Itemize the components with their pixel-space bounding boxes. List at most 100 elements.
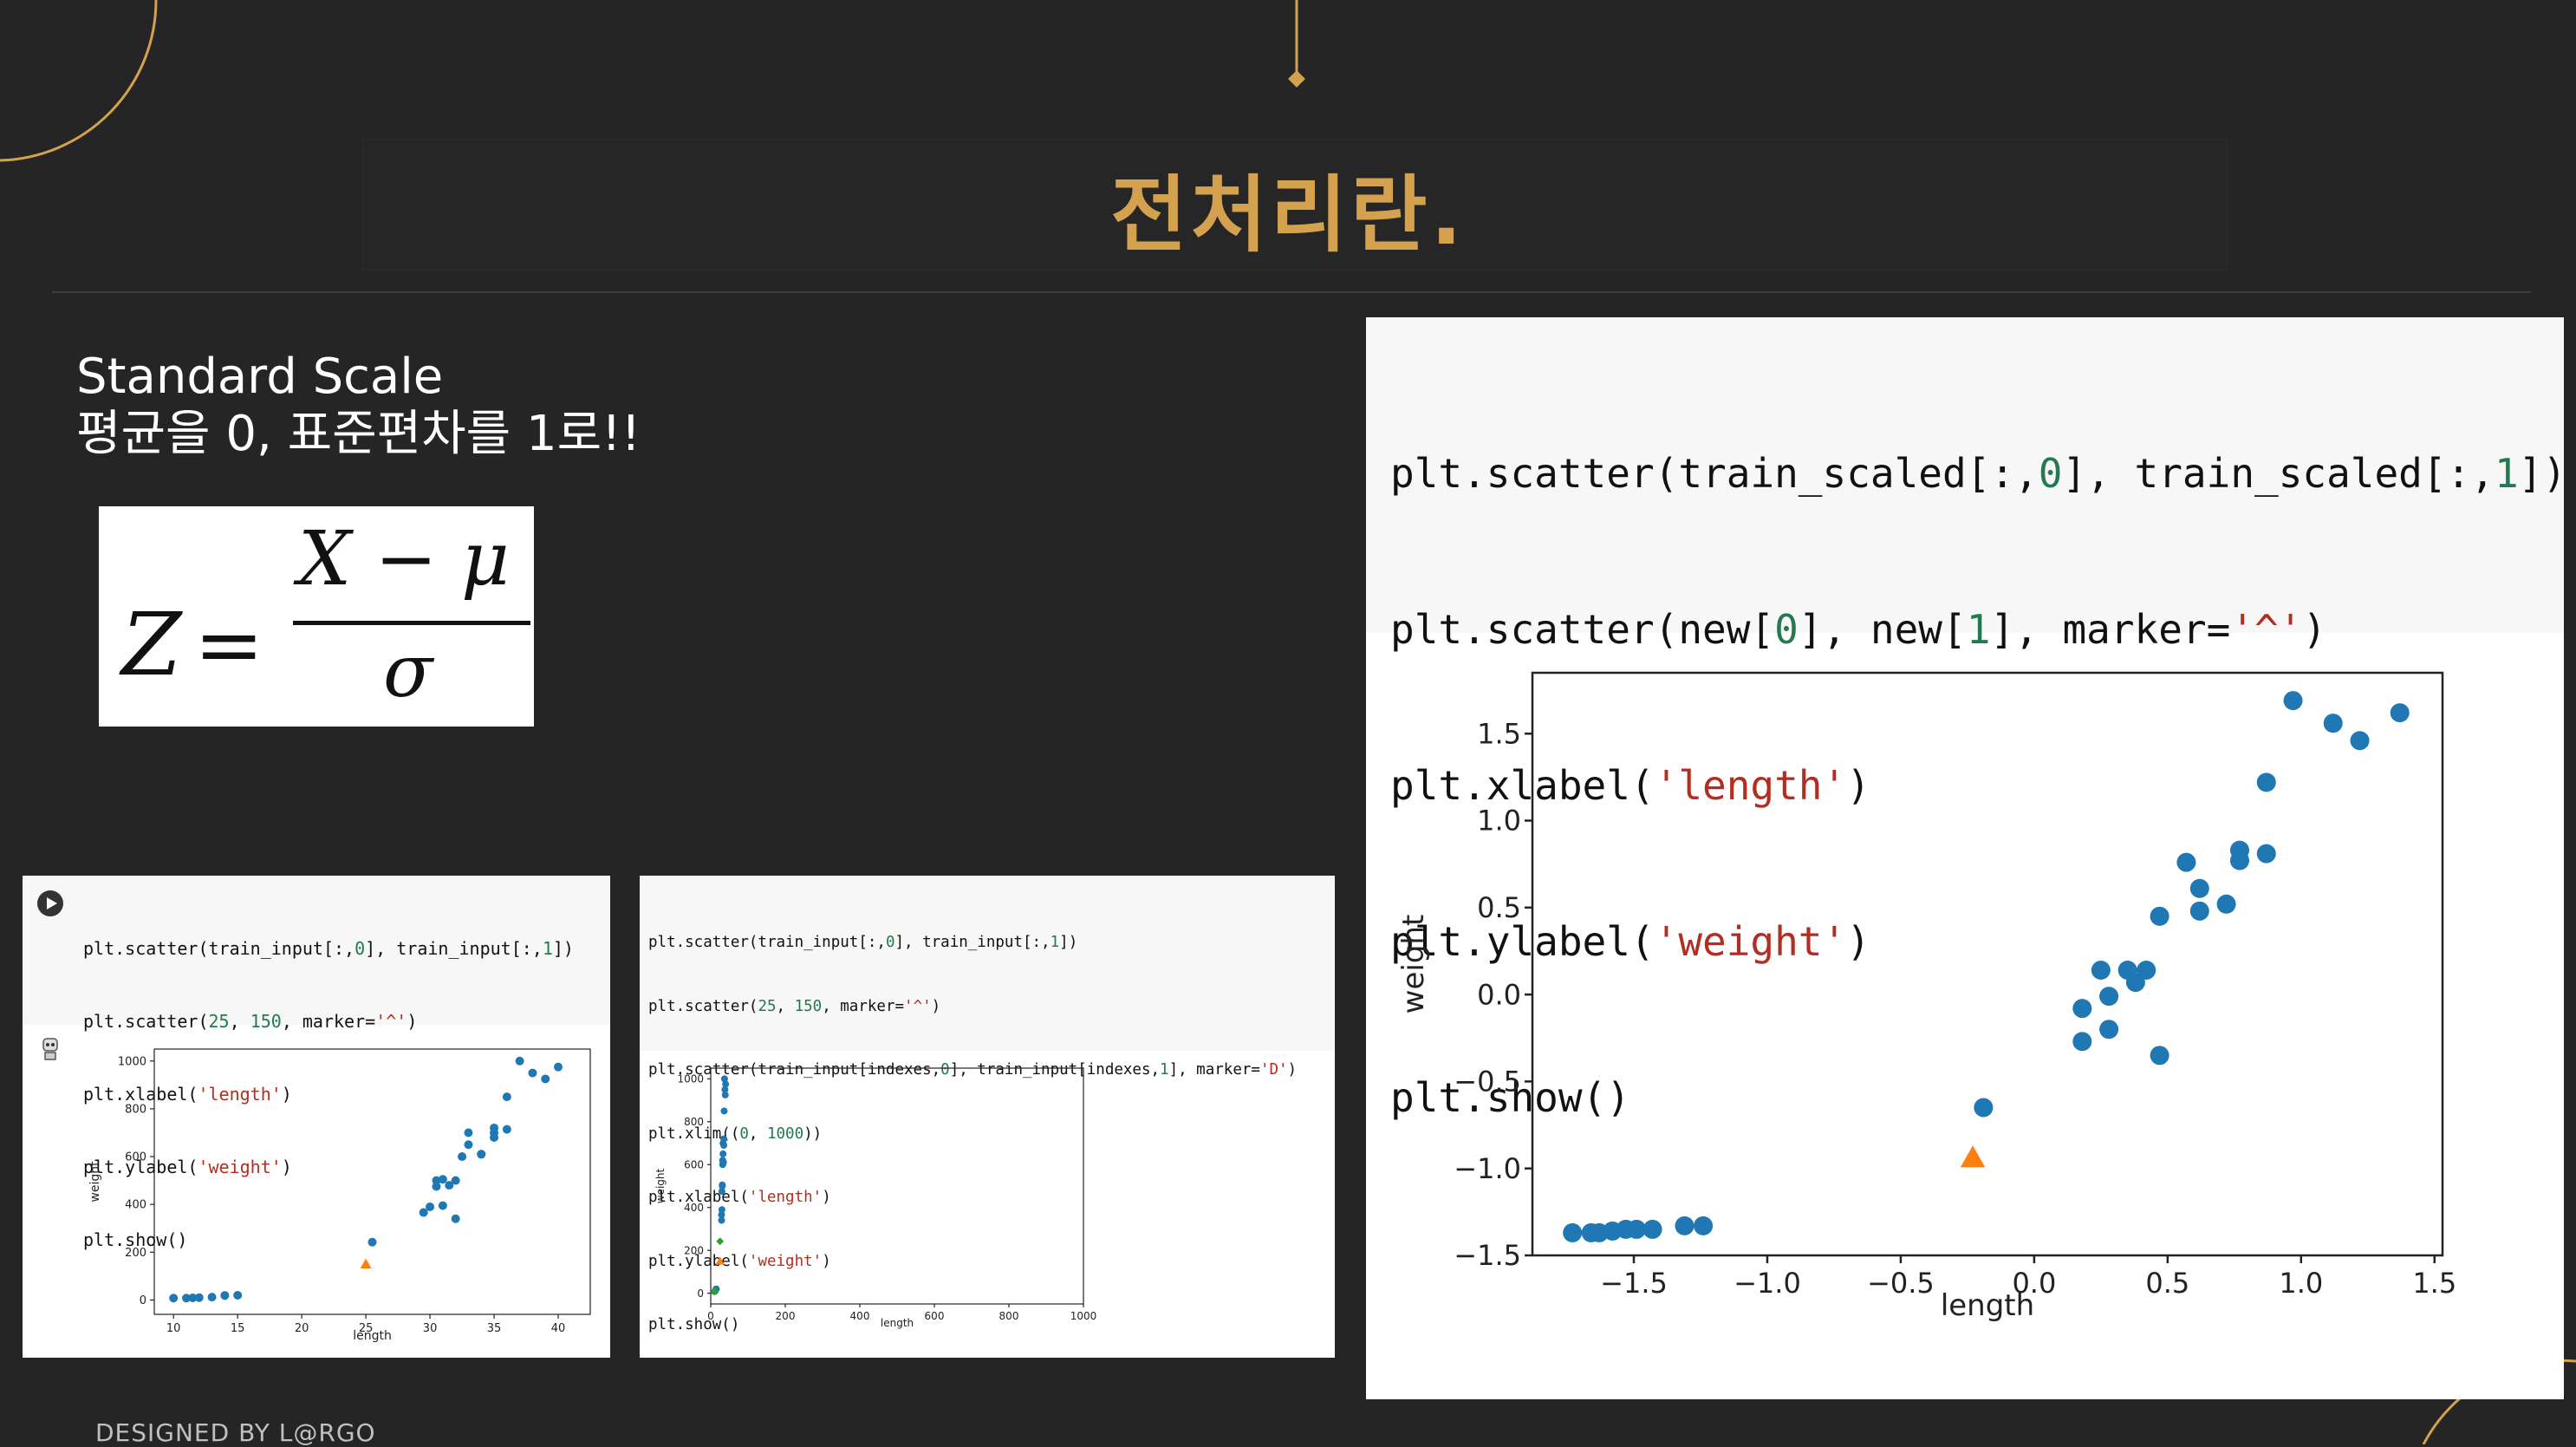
- code-line: plt.ylabel('weight'): [1390, 918, 1870, 965]
- data-point: [464, 1140, 473, 1150]
- data-point: [720, 1107, 728, 1115]
- code-line: plt.xlabel('length'): [1390, 762, 1870, 809]
- x-axis-label: length: [881, 1317, 914, 1329]
- code-line: plt.scatter(25, 150, marker='^'): [83, 1011, 418, 1032]
- data-point: [1974, 1098, 1994, 1118]
- diamond-point: [716, 1237, 725, 1246]
- data-point: [720, 1075, 728, 1083]
- formula-equals: =: [194, 596, 264, 694]
- data-point: [2189, 901, 2209, 921]
- footer-credit: DESIGNED BY L@RGO: [95, 1418, 376, 1447]
- x-tick-label: 10: [166, 1322, 181, 1335]
- x-tick-label: 30: [423, 1322, 438, 1335]
- y-tick-label: 400: [684, 1202, 704, 1214]
- x-tick-label: 25: [359, 1322, 374, 1335]
- data-point: [719, 1158, 727, 1166]
- data-point: [451, 1214, 460, 1223]
- data-point: [445, 1181, 454, 1190]
- data-point: [2256, 772, 2276, 792]
- data-point: [2229, 851, 2249, 870]
- y-tick-label: 1000: [118, 1055, 146, 1068]
- data-point: [2072, 999, 2092, 1019]
- data-point: [169, 1294, 179, 1303]
- play-circle-icon[interactable]: [36, 890, 64, 917]
- data-point: [719, 1181, 726, 1189]
- code-line: plt.show(): [83, 1229, 188, 1250]
- data-point: [541, 1074, 550, 1084]
- subtitle-line-2: 평균을 0, 표준편차를 1로!!: [76, 406, 641, 462]
- formula-denominator: σ: [383, 629, 433, 714]
- formula-lhs: Z: [121, 594, 182, 695]
- data-point: [1643, 1219, 1662, 1239]
- data-point: [2283, 691, 2303, 711]
- data-point: [2189, 878, 2209, 898]
- data-point: [490, 1123, 499, 1132]
- data-point: [2350, 731, 2370, 751]
- y-tick-label: −0.5: [1454, 1066, 1521, 1098]
- x-tick-label: 400: [850, 1310, 870, 1322]
- data-point: [426, 1202, 435, 1211]
- y-tick-label: 800: [684, 1116, 704, 1128]
- code-line: plt.scatter(train_scaled[:,0], train_sca…: [1390, 450, 2564, 497]
- data-point: [1675, 1216, 1695, 1235]
- data-point: [502, 1124, 511, 1134]
- x-tick-label: 200: [776, 1310, 796, 1322]
- data-point: [181, 1294, 191, 1303]
- x-tick-label: −1.5: [1600, 1267, 1668, 1300]
- x-tick-label: 35: [487, 1322, 502, 1335]
- x-tick-label: 1000: [1070, 1310, 1097, 1322]
- data-point: [194, 1293, 204, 1302]
- x-tick-label: −1.0: [1734, 1267, 1801, 1300]
- title-box: [362, 139, 2228, 270]
- code-cell-1: plt.scatter(train_input[:,0], train_inpu…: [23, 876, 610, 1250]
- code-line: plt.ylabel('weight'): [83, 1157, 292, 1177]
- y-tick-label: 0.0: [1477, 978, 1521, 1011]
- data-point: [718, 1188, 725, 1196]
- data-point: [2150, 906, 2169, 926]
- data-point: [722, 1080, 730, 1088]
- data-point: [1694, 1216, 1714, 1235]
- formula-numerator: X − μ: [298, 516, 510, 603]
- data-point: [368, 1237, 377, 1247]
- slide-title: 전처리란.: [1110, 166, 1466, 264]
- decorative-pendant-line: [1288, 0, 1305, 88]
- x-tick-label: 40: [551, 1322, 566, 1335]
- data-point: [207, 1293, 217, 1302]
- diamond-point: [711, 1287, 719, 1295]
- plot-frame: [1531, 671, 2444, 1257]
- x-tick-label: 600: [925, 1310, 945, 1322]
- y-tick-label: 200: [125, 1247, 146, 1260]
- y-axis-label: weight: [88, 1161, 102, 1203]
- data-point: [719, 1150, 727, 1157]
- code-cell-3: plt.scatter(train_scaled[:,0], train_sca…: [1366, 317, 2564, 1121]
- notebook-panel-1: plt.scatter(train_input[:,0], train_inpu…: [23, 876, 610, 1358]
- y-tick-label: −1.5: [1454, 1239, 1521, 1272]
- code-line: plt.xlim((0, 1000)): [648, 1124, 823, 1143]
- data-point: [432, 1182, 441, 1191]
- title-divider: [52, 291, 2531, 293]
- data-point: [2099, 1020, 2119, 1040]
- data-point: [188, 1293, 198, 1302]
- x-axis-label: length: [353, 1329, 392, 1343]
- x-tick-label: 1.5: [2412, 1267, 2456, 1300]
- data-point: [515, 1056, 524, 1066]
- code-line: plt.show(): [1390, 1074, 1630, 1121]
- x-tick-label: 20: [295, 1322, 309, 1335]
- data-point: [718, 1211, 725, 1219]
- y-tick-label: 600: [684, 1158, 704, 1170]
- data-point: [720, 1135, 728, 1143]
- data-point: [718, 1206, 725, 1214]
- subtitle: Standard Scale 평균을 0, 표준편차를 1로!!: [76, 349, 641, 463]
- data-point: [2390, 703, 2410, 723]
- data-point: [721, 1085, 729, 1093]
- y-tick-label: 1.0: [1477, 805, 1521, 838]
- decorative-arc-top-left: [0, 0, 158, 162]
- data-point: [1627, 1219, 1647, 1239]
- y-tick-label: 600: [125, 1151, 146, 1164]
- data-point: [2072, 1032, 2092, 1052]
- x-tick-label: 0.5: [2145, 1267, 2189, 1300]
- x-axis-label: length: [1941, 1288, 2034, 1323]
- code-line: plt.scatter(train_input[:,0], train_inpu…: [648, 934, 1078, 951]
- code-line: plt.scatter(25, 150, marker='^'): [648, 997, 941, 1015]
- data-point: [451, 1176, 460, 1185]
